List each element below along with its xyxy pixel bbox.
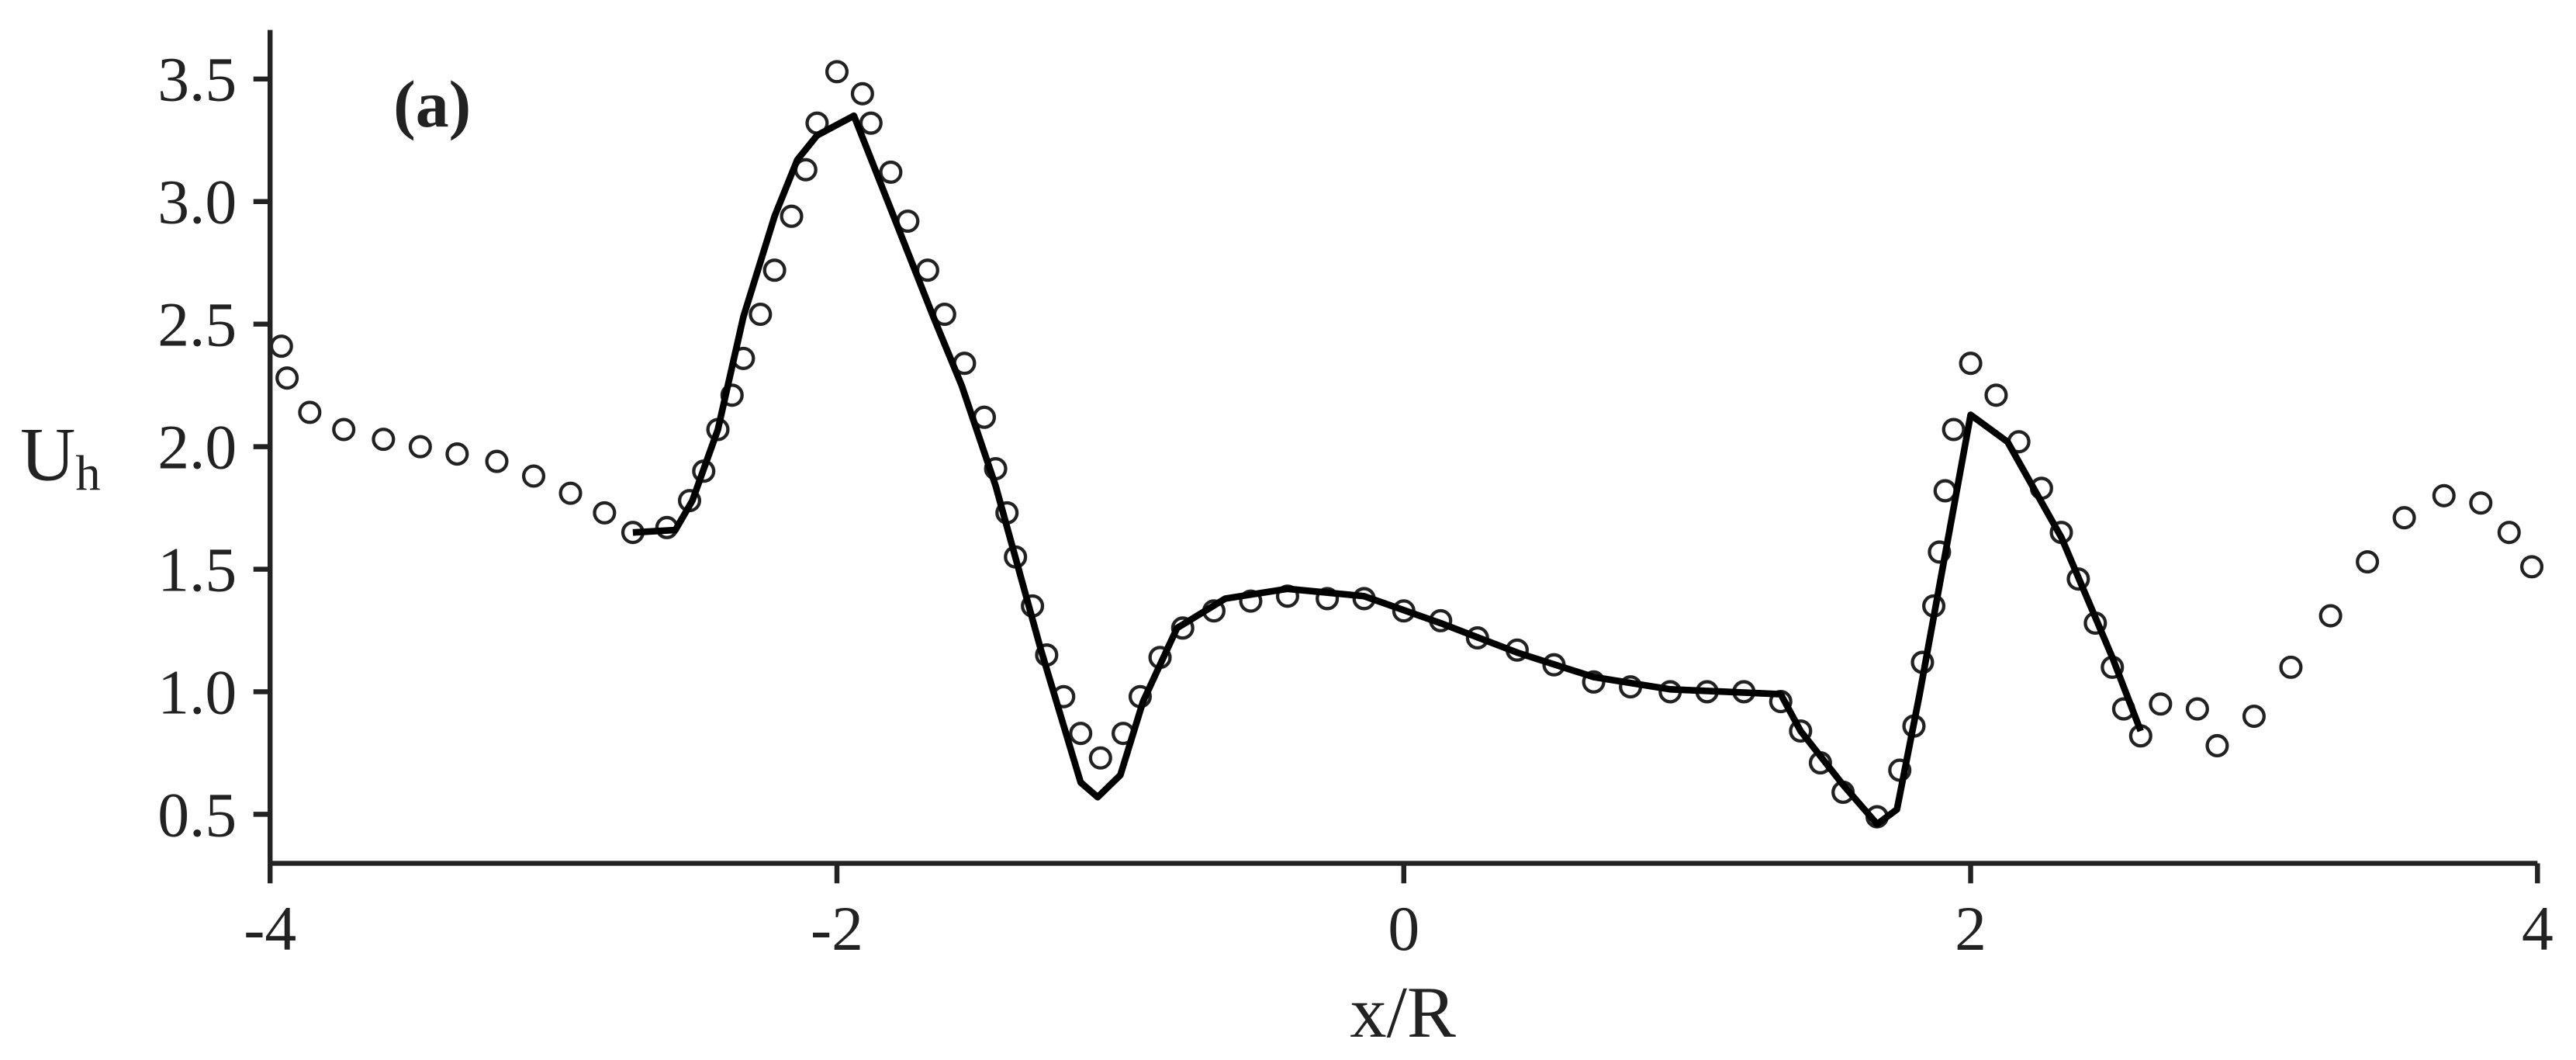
data-point: [1942, 417, 1966, 442]
data-point: [859, 111, 883, 135]
data-point: [1239, 589, 1263, 613]
x-tick-label: -2: [811, 893, 863, 964]
data-point: [762, 258, 787, 282]
data-point: [780, 204, 804, 228]
data-point: [825, 60, 849, 84]
data-point: [2469, 491, 2493, 515]
data-point: [2497, 521, 2521, 545]
data-line: [632, 112, 2144, 828]
x-tick-label: -4: [244, 893, 296, 964]
x-axis-label: x/R: [1350, 972, 1456, 1053]
data-point: [2432, 483, 2456, 507]
data-point: [850, 81, 874, 106]
data-point: [879, 160, 903, 184]
data-point: [558, 481, 583, 505]
data-point: [1170, 616, 1195, 640]
data-point: [1959, 352, 1983, 376]
data-point: [2356, 550, 2380, 574]
data-point: [372, 428, 396, 452]
data-point: [408, 435, 432, 459]
y-tick-label: 1.5: [157, 534, 237, 604]
y-axis-label: Uh: [20, 413, 101, 501]
x-tick-label: 0: [1388, 893, 1419, 964]
data-point: [2279, 655, 2303, 679]
y-tick-label: 3.0: [157, 167, 237, 237]
y-tick-label: 2.0: [157, 412, 237, 483]
data-point: [485, 449, 509, 473]
data-point: [521, 464, 546, 488]
y-tick-label: 0.5: [157, 779, 237, 850]
y-axis-label-sub: h: [75, 445, 100, 501]
data-point: [2205, 733, 2229, 757]
data-point: [445, 442, 469, 466]
data-point: [332, 417, 356, 442]
data-point: [2392, 506, 2416, 530]
data-point: [1316, 587, 1340, 611]
data-point: [1069, 722, 1093, 746]
data-point: [1984, 383, 2008, 407]
x-tick-label: 4: [2522, 893, 2554, 964]
y-tick-label: 2.5: [157, 289, 237, 360]
data-point: [2149, 692, 2173, 716]
y-axis-label-main: U: [20, 413, 75, 497]
x-tick-label: 2: [1955, 893, 1986, 964]
data-point: [1088, 746, 1112, 770]
y-tick-label: 3.5: [157, 44, 237, 115]
y-tick-label: 1.0: [157, 656, 237, 727]
data-point: [720, 383, 744, 407]
panel-label: (a): [393, 67, 471, 141]
data-point: [2185, 697, 2209, 721]
data-point: [275, 366, 299, 390]
data-point: [749, 303, 773, 327]
data-point: [298, 400, 322, 424]
data-point: [1928, 540, 1952, 564]
data-point: [2242, 705, 2266, 729]
data-point: [1789, 719, 1813, 743]
data-point: [2318, 604, 2343, 628]
data-point: [269, 334, 293, 359]
data-point: [593, 501, 617, 525]
data-point: [2520, 555, 2544, 579]
